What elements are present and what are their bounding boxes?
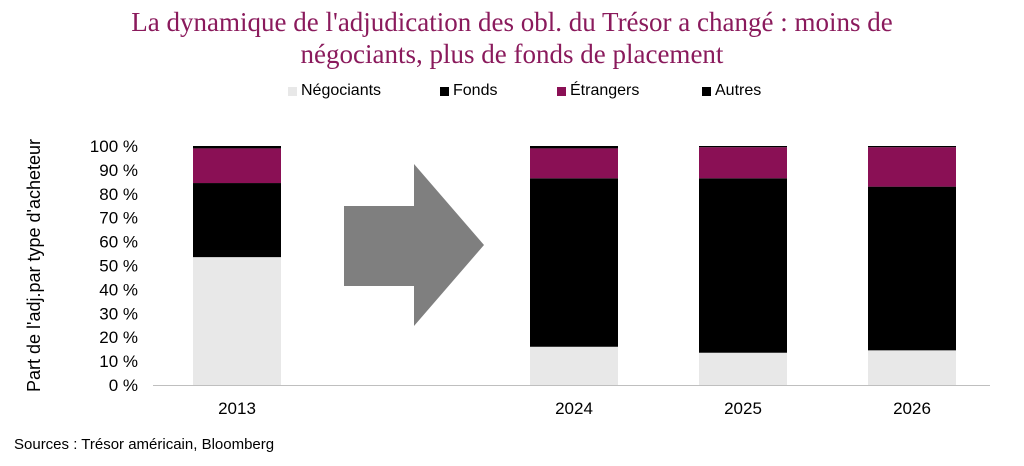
bar-autres-2025 (699, 146, 787, 148)
y-axis-title: Part de l'adj.par type d'acheteur (24, 139, 44, 392)
x-tick-label: 2026 (893, 399, 931, 418)
legend-item-autres: Autres (702, 82, 761, 100)
y-tick-label: 20 % (99, 328, 138, 347)
y-tick-label: 0 % (109, 376, 138, 395)
bar-autres-2024 (530, 146, 618, 149)
bar-autres-2026 (868, 146, 956, 148)
bar-fonds-2013 (193, 183, 281, 258)
y-tick-label: 60 % (99, 233, 138, 252)
chart-title-line-2: négociants, plus de fonds de placement (300, 39, 724, 69)
bar-negociants-2026 (868, 350, 956, 385)
bar-negociants-2025 (699, 352, 787, 385)
bar-autres-2013 (193, 146, 281, 149)
chart-legend: Négociants Fonds Étrangers Autres (0, 82, 1024, 102)
x-tick-label: 2024 (555, 399, 593, 418)
y-tick-label: 100 % (90, 137, 138, 156)
legend-label-autres: Autres (715, 82, 762, 99)
y-tick-label: 80 % (99, 185, 138, 204)
y-tick-label: 90 % (99, 161, 138, 180)
chart-title: La dynamique de l'adjudication des obl. … (0, 6, 1024, 70)
legend-item-fonds: Fonds (440, 82, 497, 100)
legend-item-etrangers: Étrangers (557, 82, 639, 100)
legend-label-etrangers: Étrangers (570, 82, 640, 99)
legend-swatch-negociants (288, 86, 297, 96)
y-tick-label: 30 % (99, 304, 138, 323)
bar-etrangers-2025 (699, 147, 787, 179)
bar-etrangers-2013 (193, 148, 281, 184)
source-note: Sources : Trésor américain, Bloomberg (14, 436, 275, 453)
legend-item-negociants: Négociants (288, 82, 381, 100)
bar-etrangers-2026 (868, 147, 956, 187)
x-tick-label: 2025 (724, 399, 762, 418)
y-tick-label: 10 % (99, 352, 138, 371)
x-tick-label: 2013 (218, 399, 256, 418)
legend-swatch-fonds (440, 86, 449, 96)
bar-fonds-2024 (530, 178, 618, 347)
y-tick-label: 70 % (99, 209, 138, 228)
legend-label-fonds: Fonds (453, 82, 498, 99)
bar-negociants-2024 (530, 346, 618, 385)
arrow-right-icon (344, 164, 484, 326)
y-tick-label: 50 % (99, 257, 138, 276)
legend-label-negociants: Négociants (301, 82, 382, 99)
legend-swatch-etrangers (557, 86, 566, 96)
bar-fonds-2025 (699, 178, 787, 353)
bar-negociants-2013 (193, 257, 281, 385)
y-tick-label: 40 % (99, 280, 138, 299)
chart-title-line-1: La dynamique de l'adjudication des obl. … (131, 7, 893, 37)
legend-swatch-autres (702, 86, 711, 96)
bar-etrangers-2024 (530, 148, 618, 179)
bar-fonds-2026 (868, 186, 956, 351)
